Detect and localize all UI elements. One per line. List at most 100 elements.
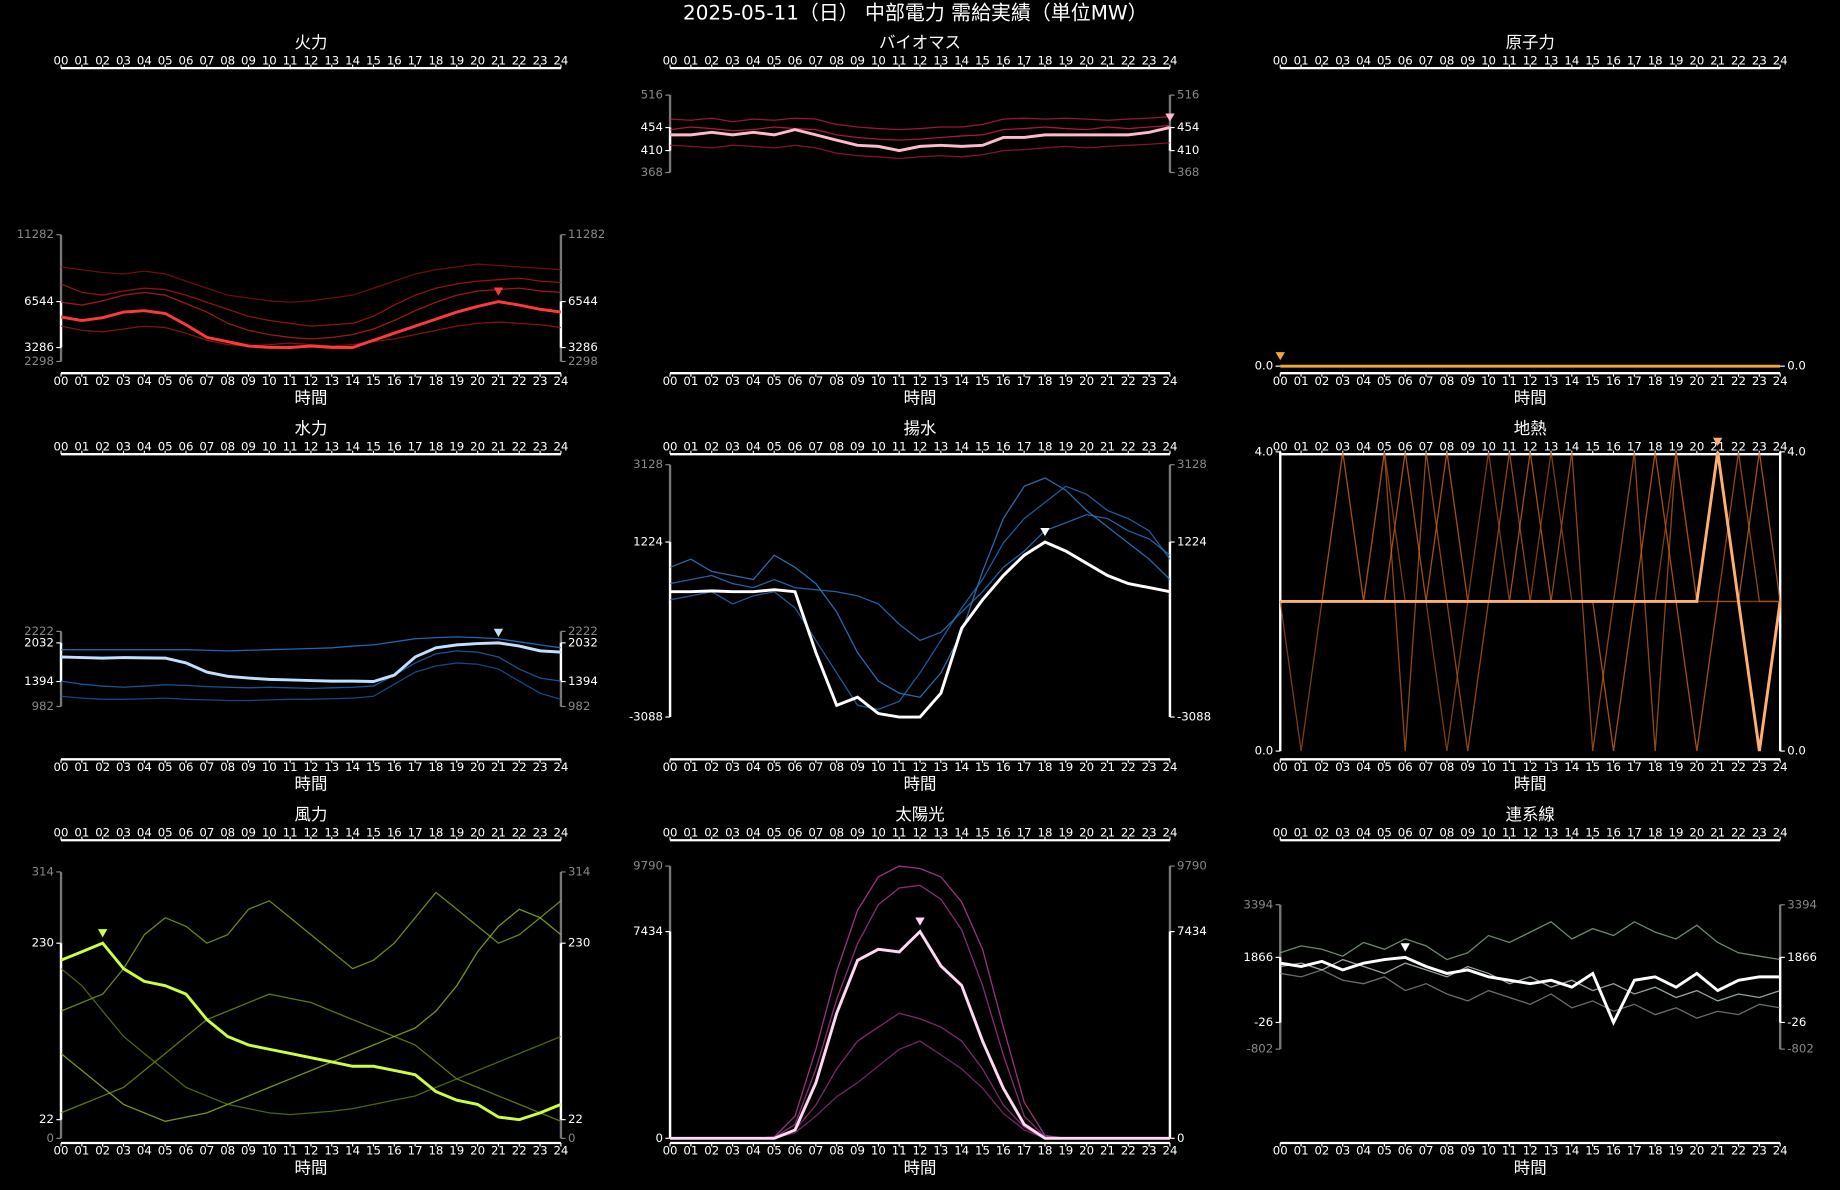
x-tick-label: 08 [829, 760, 844, 774]
x-tick-label: 03 [725, 760, 740, 774]
y-tick-label: -26 [1254, 1015, 1273, 1029]
x-tick-label: 15 [1585, 760, 1600, 774]
x-tick-label: 13 [933, 760, 948, 774]
x-tick-label: 00 [1273, 374, 1288, 388]
x-tick-label: 17 [1017, 440, 1032, 454]
x-tick-label: 24 [1162, 826, 1177, 840]
x-tick-label: 12 [913, 760, 928, 774]
series-line [1280, 958, 1781, 1002]
x-tick-label: 23 [1752, 760, 1767, 774]
x-tick-label: 19 [449, 54, 464, 68]
y-tick-label: 982 [568, 699, 590, 713]
x-tick-label: 19 [1058, 760, 1073, 774]
x-tick-label: 02 [1314, 54, 1329, 68]
x-tick-label: 12 [304, 760, 319, 774]
x-tick-label: 03 [725, 1144, 740, 1158]
panel-title: 揚水 [904, 419, 937, 438]
x-tick-label: 10 [262, 440, 277, 454]
x-tick-label: 18 [1648, 760, 1663, 774]
x-tick-label: 02 [1314, 826, 1329, 840]
x-tick-label: 20 [470, 826, 485, 840]
y-tick-label: 1394 [568, 674, 598, 688]
x-tick-label: 04 [1356, 440, 1371, 454]
x-tick-label: 14 [345, 440, 360, 454]
x-tick-label: 06 [179, 1144, 194, 1158]
x-tick-label: 06 [179, 440, 194, 454]
x-tick-label: 19 [1058, 826, 1073, 840]
x-tick-label: 06 [1398, 760, 1413, 774]
x-tick-label: 19 [449, 1144, 464, 1158]
x-tick-label: 00 [663, 374, 678, 388]
x-tick-label: 22 [1731, 826, 1746, 840]
x-tick-label: 12 [304, 440, 319, 454]
x-tick-label: 13 [324, 760, 339, 774]
y-tick-label: 410 [641, 143, 663, 157]
x-tick-label: 16 [996, 54, 1011, 68]
x-tick-label: 22 [1731, 440, 1746, 454]
x-tick-label: 08 [1439, 826, 1454, 840]
x-tick-label: 17 [408, 826, 423, 840]
x-tick-label: 16 [387, 54, 402, 68]
x-tick-label: 20 [1689, 826, 1704, 840]
x-tick-label: 02 [95, 826, 110, 840]
y-tick-label: 0.0 [1255, 359, 1274, 373]
x-tick-label: 23 [1752, 1144, 1767, 1158]
x-tick-label: 07 [1419, 760, 1434, 774]
x-tick-label: 06 [788, 760, 803, 774]
x-tick-label: 14 [345, 54, 360, 68]
x-tick-label: 06 [788, 826, 803, 840]
x-tick-label: 01 [1294, 826, 1309, 840]
x-tick-label: 01 [683, 440, 698, 454]
x-tick-label: 16 [387, 760, 402, 774]
x-tick-label: 04 [746, 760, 761, 774]
x-tick-label: 23 [533, 374, 548, 388]
x-tick-label: 22 [512, 760, 527, 774]
x-tick-label: 21 [491, 440, 506, 454]
x-tick-label: 20 [1079, 440, 1094, 454]
x-tick-label: 04 [1356, 826, 1371, 840]
x-tick-label: 24 [553, 440, 568, 454]
x-tick-label: 00 [1273, 826, 1288, 840]
x-tick-label: 09 [850, 54, 865, 68]
x-tick-label: 00 [663, 54, 678, 68]
x-tick-label: 13 [1544, 440, 1559, 454]
x-tick-label: 08 [220, 440, 235, 454]
x-tick-label: 03 [1335, 760, 1350, 774]
x-tick-label: 20 [1079, 374, 1094, 388]
y-tick-label: 516 [641, 88, 663, 102]
y-tick-label: 0 [568, 1131, 575, 1145]
y-tick-label: 9790 [633, 859, 663, 873]
x-tick-label: 09 [241, 440, 256, 454]
x-tick-label: 22 [1731, 374, 1746, 388]
x-tick-label: 24 [1773, 760, 1788, 774]
x-tick-label: 05 [158, 374, 173, 388]
y-tick-label: 4.0 [1255, 444, 1274, 458]
x-tick-label: 15 [1585, 54, 1600, 68]
x-tick-label: 08 [220, 54, 235, 68]
x-tick-label: 12 [1523, 54, 1538, 68]
x-tick-label: 06 [1398, 1144, 1413, 1158]
x-tick-label: 10 [871, 826, 886, 840]
y-tick-label: 314 [568, 864, 590, 878]
x-tick-label: 21 [1710, 54, 1725, 68]
x-tick-label: 00 [1273, 760, 1288, 774]
x-tick-label: 05 [767, 1144, 782, 1158]
series-line [60, 662, 562, 702]
x-tick-label: 04 [746, 1144, 761, 1158]
x-tick-label: 13 [324, 826, 339, 840]
y-tick-label: 0.0 [1787, 359, 1806, 373]
x-tick-label: 18 [428, 54, 443, 68]
x-tick-label: 08 [1439, 54, 1454, 68]
y-tick-label: 1866 [1243, 950, 1273, 964]
x-tick-label: 02 [1314, 760, 1329, 774]
max-marker [1165, 113, 1175, 122]
x-tick-label: 07 [808, 440, 823, 454]
x-tick-label: 12 [913, 440, 928, 454]
x-tick-label: 04 [137, 54, 152, 68]
series-line [1280, 969, 1781, 1019]
x-tick-label: 23 [1752, 440, 1767, 454]
x-tick-label: 16 [996, 374, 1011, 388]
x-tick-label: 19 [1669, 760, 1684, 774]
x-tick-label: 14 [954, 1144, 969, 1158]
